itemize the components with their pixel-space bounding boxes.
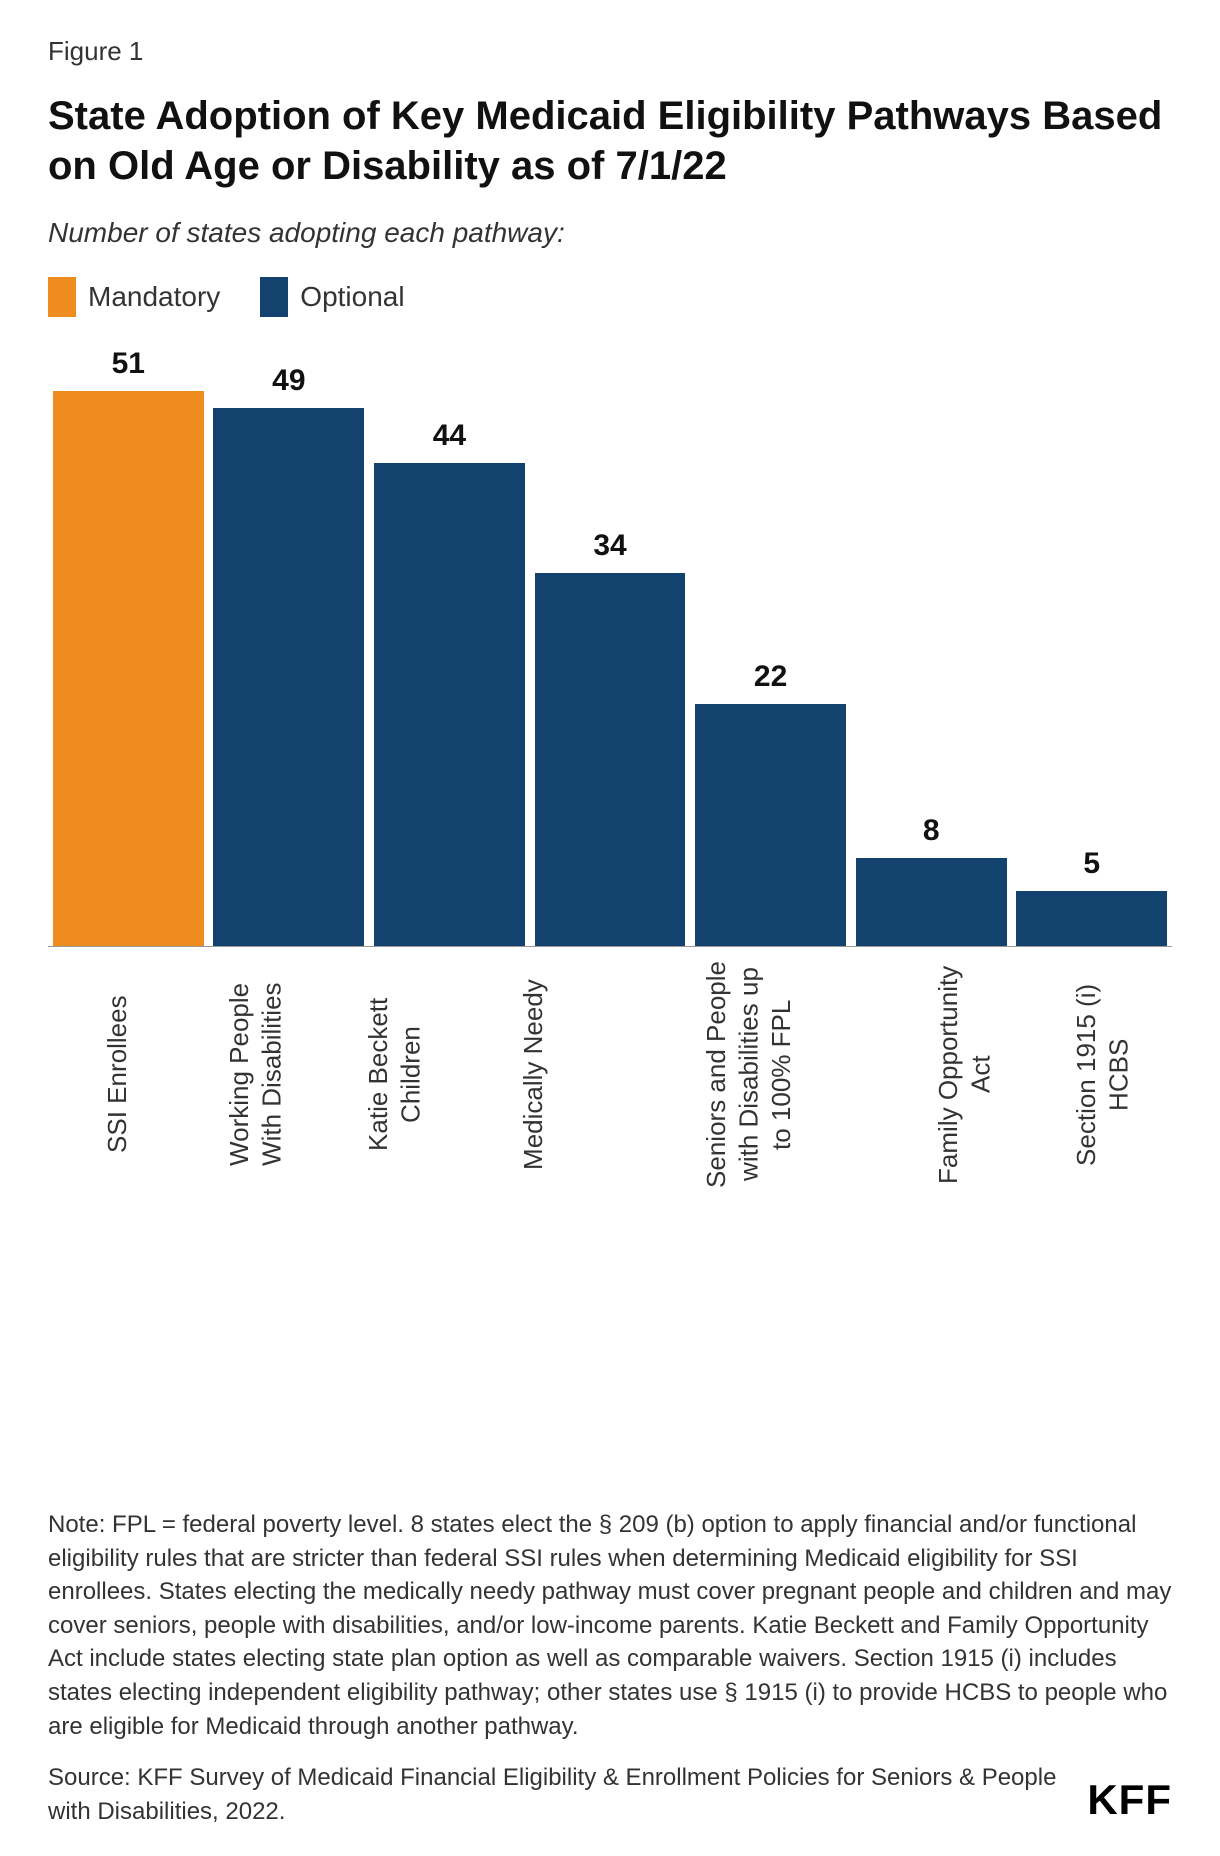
bar-column: 34: [530, 347, 691, 946]
x-axis-label: Medically Needy: [517, 961, 550, 1188]
bar-column: 8: [851, 347, 1012, 946]
x-label-column: Section 1915 (i)HCBS: [1033, 961, 1172, 1188]
x-axis-label: Section 1915 (i)HCBS: [1070, 961, 1135, 1188]
bar-rect: [1016, 891, 1167, 946]
bar-rect: [213, 408, 364, 946]
bar-value-label: 49: [272, 364, 305, 398]
legend: Mandatory Optional: [48, 277, 1172, 317]
legend-label-mandatory: Mandatory: [88, 281, 220, 313]
x-axis-label: Seniors and Peoplewith Disabilities upto…: [700, 961, 798, 1188]
legend-swatch-mandatory: [48, 277, 76, 317]
legend-swatch-optional: [260, 277, 288, 317]
bar-column: 49: [209, 347, 370, 946]
bar-value-label: 8: [923, 814, 940, 848]
x-labels-area: SSI Enrollees Working PeopleWith Disabili…: [48, 961, 1172, 1188]
x-axis-label: SSI Enrollees: [101, 961, 134, 1188]
x-axis-label: Family OpportunityAct: [932, 961, 997, 1188]
bar-column: 22: [690, 347, 851, 946]
x-label-column: Seniors and Peoplewith Disabilities upto…: [602, 961, 895, 1188]
x-label-column: Medically Needy: [464, 961, 603, 1188]
kff-logo: KFF: [1087, 1776, 1172, 1828]
bar-value-label: 22: [754, 660, 787, 694]
chart-subtitle: Number of states adopting each pathway:: [48, 217, 1172, 249]
bar-rect: [695, 704, 846, 946]
bars-area: 51 49 44 34 22 8 5: [48, 347, 1172, 947]
bar-rect: [374, 463, 525, 946]
chart-note: Note: FPL = federal poverty level. 8 sta…: [48, 1508, 1172, 1743]
x-label-column: Family OpportunityAct: [895, 961, 1034, 1188]
chart-source: Source: KFF Survey of Medicaid Financial…: [48, 1761, 1057, 1828]
source-row: Source: KFF Survey of Medicaid Financial…: [48, 1761, 1172, 1828]
x-label-column: Working PeopleWith Disabilities: [187, 961, 326, 1188]
bar-value-label: 34: [593, 529, 626, 563]
figure-label: Figure 1: [48, 36, 1172, 67]
bar-column: 51: [48, 347, 209, 946]
figure-container: Figure 1 State Adoption of Key Medicaid …: [0, 0, 1220, 1856]
legend-label-optional: Optional: [300, 281, 404, 313]
x-label-column: SSI Enrollees: [48, 961, 187, 1188]
legend-item-optional: Optional: [260, 277, 404, 317]
x-label-column: Katie BeckettChildren: [325, 961, 464, 1188]
bar-column: 44: [369, 347, 530, 946]
bar-value-label: 51: [112, 347, 145, 381]
bar-rect: [535, 573, 686, 946]
legend-item-mandatory: Mandatory: [48, 277, 220, 317]
bar-value-label: 44: [433, 419, 466, 453]
bar-column: 5: [1011, 347, 1172, 946]
x-axis-label: Katie BeckettChildren: [362, 961, 427, 1188]
x-axis-label: Working PeopleWith Disabilities: [223, 961, 288, 1188]
bar-rect: [53, 391, 204, 946]
bar-value-label: 5: [1083, 847, 1100, 881]
chart-title: State Adoption of Key Medicaid Eligibili…: [48, 91, 1172, 191]
bar-chart: 51 49 44 34 22 8 5 SSI Enrollees Working People…: [48, 347, 1172, 1188]
bar-rect: [856, 858, 1007, 946]
